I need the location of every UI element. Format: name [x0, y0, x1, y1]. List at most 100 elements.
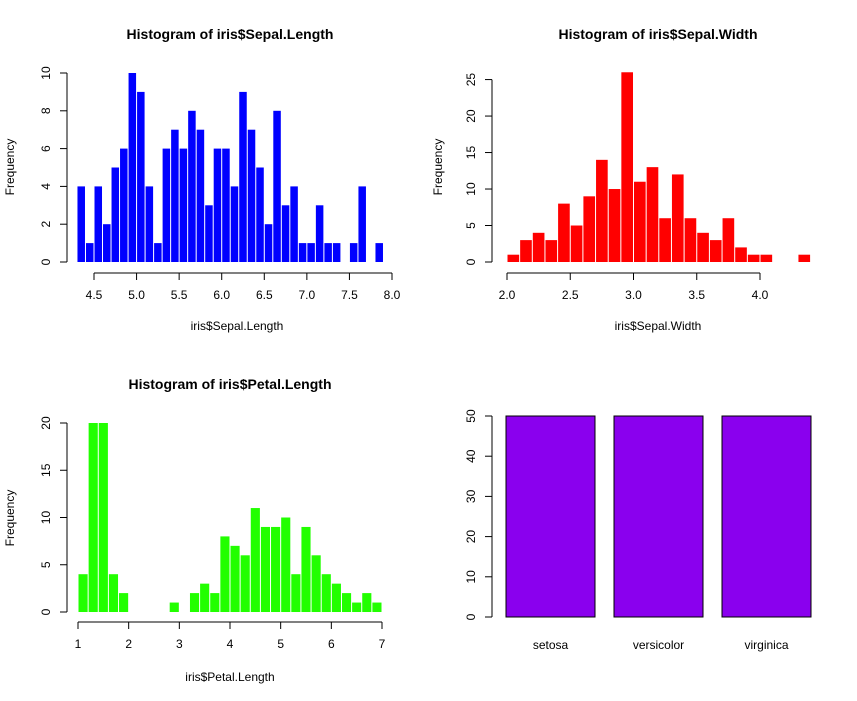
x-tick-label: 3.5: [688, 288, 705, 302]
y-tick-label: 40: [464, 449, 478, 463]
y-axis-label: Frequency: [3, 139, 17, 196]
species-barplot-panel: setosa versicolor virginica 0 10 20 30 40 50: [464, 409, 812, 652]
histogram-bar: [697, 232, 709, 262]
x-tick-label: 2: [125, 637, 132, 651]
histogram-bar: [230, 545, 240, 612]
y-tick-label: 20: [464, 109, 478, 123]
histogram-bar: [709, 240, 722, 262]
histogram-bar: [520, 240, 532, 262]
histogram-bar: [103, 224, 111, 262]
histogram-bar: [213, 148, 222, 262]
histogram-bar: [77, 186, 85, 262]
category-label: setosa: [533, 638, 569, 652]
histogram-bar: [169, 602, 179, 612]
histogram-bar: [291, 574, 301, 612]
x-tick-label: 5.5: [171, 288, 188, 302]
x-tick-label: 3: [176, 637, 183, 651]
y-tick-label: 15: [39, 463, 53, 477]
histogram-bar: [120, 148, 128, 262]
chart-title: Histogram of iris$Petal.Length: [128, 376, 331, 392]
x-tick-label: 2.5: [562, 288, 579, 302]
y-axis-label: Frequency: [431, 139, 445, 196]
x-axis-label: iris$Sepal.Width: [615, 319, 702, 333]
x-axis-label: iris$Sepal.Length: [191, 319, 284, 333]
y-tick-label: 8: [39, 107, 53, 114]
histogram-bar: [311, 555, 321, 612]
histogram-bar: [722, 218, 735, 262]
histogram-bar: [239, 91, 247, 263]
histogram-bar: [558, 203, 570, 262]
histogram-bar: [281, 205, 290, 262]
histogram-bar: [659, 218, 671, 262]
histogram-bar: [301, 526, 311, 612]
species-bar: [613, 415, 704, 618]
histogram-bar: [545, 240, 558, 262]
histogram-bar: [671, 174, 684, 262]
histogram-bar: [111, 167, 120, 262]
histogram-bar: [332, 243, 341, 262]
histogram-bar: [349, 243, 358, 262]
histogram-bar: [375, 243, 383, 262]
histogram-bar: [735, 247, 747, 262]
histogram-bar: [162, 148, 171, 262]
x-tick-label: 8.0: [384, 288, 401, 302]
x-tick-label: 5: [277, 637, 284, 651]
histogram-bar: [98, 423, 108, 612]
histogram-bar: [315, 205, 324, 262]
histogram-bar: [760, 254, 773, 262]
histogram-bar: [260, 526, 271, 612]
y-tick-label: 0: [464, 613, 478, 620]
histogram-bar: [205, 205, 213, 262]
x-tick-label: 7.0: [299, 288, 316, 302]
histogram-bar: [256, 167, 264, 262]
y-tick-label: 10: [464, 182, 478, 196]
histogram-bar: [171, 129, 179, 262]
histogram-bar: [362, 593, 372, 612]
x-tick-label: 7.5: [341, 288, 358, 302]
histogram-bar: [324, 243, 332, 262]
x-axis-label: iris$Petal.Length: [185, 670, 274, 684]
histogram-bar: [331, 583, 341, 612]
histogram-bar: [583, 196, 596, 262]
histogram-bar: [210, 593, 220, 612]
y-tick-label: 10: [39, 66, 53, 80]
histogram-bar: [290, 186, 298, 262]
histogram-bar: [230, 186, 239, 262]
histogram-bar: [145, 186, 154, 262]
x-tick-label: 4: [227, 637, 234, 651]
histogram-bar: [798, 254, 811, 262]
y-tick-label: 0: [464, 258, 478, 265]
y-tick-label: 10: [464, 570, 478, 584]
histogram-bar: [78, 574, 88, 612]
histogram-bar: [154, 243, 162, 262]
x-tick-label: 6.0: [213, 288, 230, 302]
x-tick-label: 1: [75, 637, 82, 651]
histogram-bar: [200, 583, 210, 612]
histogram-bar: [85, 243, 94, 262]
histogram-bar: [298, 243, 307, 262]
histogram-bar: [94, 186, 103, 262]
y-tick-label: 50: [464, 409, 478, 423]
histogram-bar: [307, 243, 315, 262]
x-tick-label: 4.0: [752, 288, 769, 302]
y-tick-label: 5: [464, 222, 478, 229]
histogram-bar: [247, 129, 256, 262]
x-tick-label: 5.0: [128, 288, 145, 302]
histogram-bar: [646, 167, 659, 262]
y-tick-label: 20: [39, 416, 53, 430]
histogram-bar: [532, 232, 545, 262]
y-tick-label: 20: [464, 530, 478, 544]
histogram-bar: [196, 129, 205, 262]
chart-title: Histogram of iris$Sepal.Length: [127, 26, 334, 42]
x-tick-label: 7: [379, 637, 386, 651]
y-tick-label: 2: [39, 221, 53, 228]
x-tick-label: 4.5: [86, 288, 103, 302]
y-tick-label: 5: [39, 561, 53, 568]
histogram-bar: [119, 593, 129, 612]
histogram-bar: [188, 110, 196, 262]
histogram-bar: [88, 423, 98, 612]
histogram-bar: [341, 593, 352, 612]
histogram-bar: [271, 526, 281, 612]
histogram-bar: [570, 225, 583, 262]
y-tick-label: 4: [39, 183, 53, 190]
